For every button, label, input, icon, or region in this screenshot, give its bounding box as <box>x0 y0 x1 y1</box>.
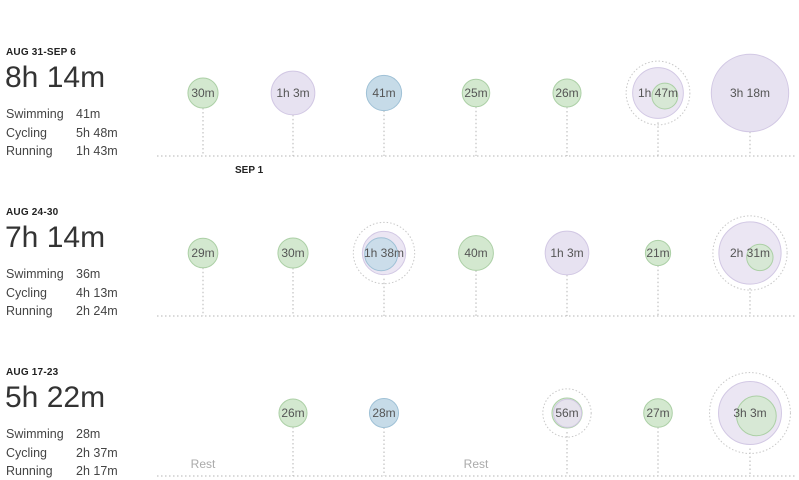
day-cell[interactable]: 1h 38m <box>352 221 416 316</box>
cycling-bubble <box>270 70 316 116</box>
running-bubble <box>736 395 777 437</box>
day-cell[interactable]: 21m <box>644 239 672 316</box>
day-total-ring <box>709 372 791 454</box>
day-duration-label: 40m <box>464 246 487 260</box>
running-bubble <box>746 243 774 272</box>
day-cell[interactable]: 3h 18m <box>710 53 790 156</box>
day-duration-label: 1h 3m <box>550 246 583 260</box>
sport-value: 36m <box>76 267 101 281</box>
day-cell[interactable]: 2h 31m <box>712 215 788 316</box>
running-bubble <box>278 398 308 428</box>
day-cell[interactable]: 1h 47m <box>625 60 691 156</box>
running-bubble <box>458 235 494 271</box>
running-bubble <box>277 237 309 269</box>
swimming-bubble <box>364 237 399 272</box>
sport-name: Running <box>6 464 53 478</box>
day-cell[interactable]: 29m <box>187 237 219 316</box>
rest-day-label: Rest <box>191 457 216 471</box>
week-range: AUG 31-SEP 6 <box>6 47 77 58</box>
day-cell[interactable]: 27m <box>643 398 673 476</box>
day-duration-label: 29m <box>191 246 214 260</box>
sport-name: Swimming <box>6 427 64 441</box>
day-cell[interactable]: 26m <box>278 398 308 476</box>
running-bubble <box>187 237 219 269</box>
day-duration-label: 2h 31m <box>730 246 770 260</box>
day-cell: Rest <box>464 457 489 471</box>
day-cell: Rest <box>191 457 216 471</box>
day-duration-label: 56m <box>555 406 578 420</box>
running-bubble <box>643 398 673 428</box>
day-cell[interactable]: 30m <box>187 77 219 156</box>
sport-name: Cycling <box>6 126 47 140</box>
day-duration-label: 21m <box>646 246 669 260</box>
day-duration-label: 1h 47m <box>638 86 678 100</box>
day-total-ring <box>352 221 416 285</box>
day-duration-label: 3h 18m <box>730 86 770 100</box>
day-total-ring <box>625 60 691 126</box>
day-duration-label: 25m <box>464 86 487 100</box>
sport-value: 5h 48m <box>76 126 118 140</box>
day-total-ring <box>712 215 788 291</box>
week-timeline: 29m 30m 1h 38m 40m 1h 3m 21m 2h 31m <box>157 215 795 317</box>
day-cell[interactable]: 1h 3m <box>270 70 316 156</box>
sport-value: 2h 24m <box>76 304 118 318</box>
sport-value: 4h 13m <box>76 286 118 300</box>
day-duration-label: 27m <box>646 406 669 420</box>
running-bubble <box>644 239 672 267</box>
day-duration-label: 26m <box>555 86 578 100</box>
sport-name: Cycling <box>6 446 47 460</box>
day-cell[interactable]: 28m <box>368 397 400 476</box>
day-cell[interactable]: 41m <box>365 74 403 156</box>
sport-name: Running <box>6 144 53 158</box>
day-cell[interactable]: 30m <box>277 237 309 316</box>
sport-value: 2h 37m <box>76 446 118 460</box>
day-cell[interactable]: 3h 3m <box>709 372 791 476</box>
running-bubble <box>187 77 219 109</box>
running-bubble <box>461 78 491 108</box>
sport-name: Cycling <box>6 286 47 300</box>
week-row-2: AUG 24-30 7h 14m Swimming 36m Cycling 4h… <box>0 160 799 320</box>
week-total: 8h 14m <box>5 61 106 94</box>
week-total: 5h 22m <box>5 381 106 414</box>
sport-name: Swimming <box>6 107 64 121</box>
week-range: AUG 24-30 <box>6 207 59 218</box>
cycling-bubble <box>710 53 790 133</box>
cycling-bubble <box>553 398 583 428</box>
day-duration-label: 30m <box>191 86 214 100</box>
day-cell[interactable]: 26m <box>552 78 582 156</box>
day-cell[interactable]: 25m <box>461 78 491 156</box>
week-row-3: AUG 17-23 5h 22m Swimming 28m Cycling 2h… <box>0 320 799 480</box>
week-total: 7h 14m <box>5 221 106 254</box>
sport-value: 28m <box>76 427 101 441</box>
rest-day-label: Rest <box>464 457 489 471</box>
running-bubble <box>552 78 582 108</box>
day-duration-label: 28m <box>372 406 395 420</box>
sport-value: 2h 17m <box>76 464 118 478</box>
sport-value: 41m <box>76 107 101 121</box>
cycling-bubble <box>544 230 590 276</box>
day-total-ring <box>542 388 592 438</box>
day-cell[interactable]: 56m <box>542 388 592 476</box>
sport-name: Swimming <box>6 267 64 281</box>
day-duration-label: 26m <box>281 406 304 420</box>
sport-value: 1h 43m <box>76 144 118 158</box>
day-duration-label: 3h 3m <box>733 406 766 420</box>
week-row-1: AUG 31-SEP 6 8h 14m Swimming 41m Cycling… <box>0 0 799 176</box>
date-marker: SEP 1 <box>235 165 264 176</box>
day-duration-label: 41m <box>372 86 395 100</box>
swimming-bubble <box>365 74 403 112</box>
swimming-bubble <box>368 397 400 429</box>
running-bubble <box>651 82 679 110</box>
sport-name: Running <box>6 304 53 318</box>
day-duration-label: 30m <box>281 246 304 260</box>
week-timeline: SEP 1 30m 1h 3m 41m 25m 26m 1h 47m 3h 18m <box>157 53 795 176</box>
day-cell[interactable]: 40m <box>458 235 494 316</box>
week-timeline: Rest 26m 28m Rest 56m 27m 3h 3m <box>157 372 795 477</box>
week-range: AUG 17-23 <box>6 367 59 378</box>
day-cell[interactable]: 1h 3m <box>544 230 590 316</box>
day-duration-label: 1h 3m <box>276 86 309 100</box>
day-duration-label: 1h 38m <box>364 246 404 260</box>
